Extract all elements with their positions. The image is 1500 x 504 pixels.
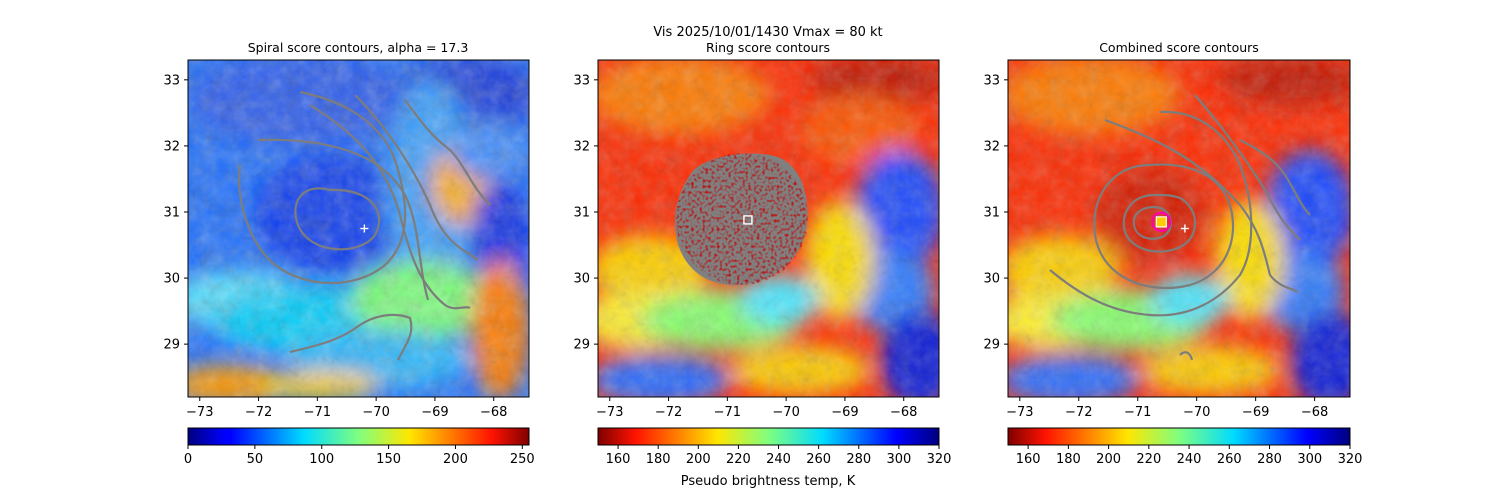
- y-tick-label: 29: [163, 338, 180, 353]
- x-tick-label: −69: [1242, 405, 1269, 420]
- colorbar-tick-label: 240: [766, 452, 791, 467]
- colorbar-tick-label: 100: [309, 452, 334, 467]
- x-tick-label: −69: [421, 405, 448, 420]
- y-tick-label: 29: [983, 338, 1000, 353]
- center-square-marker: [743, 215, 753, 225]
- center-target-marker: [1151, 211, 1172, 232]
- x-tick-label: −73: [186, 405, 213, 420]
- y-tick-label: 32: [983, 139, 1000, 154]
- x-tick-label: −70: [772, 405, 799, 420]
- combined-image: [1008, 60, 1350, 397]
- spiral-panel-title: Spiral score contours, alpha = 17.3: [248, 40, 469, 55]
- colorbar-tick-label: 260: [1217, 452, 1242, 467]
- colorbar-tick-label: 200: [1096, 452, 1121, 467]
- colorbar-tick-label: 220: [1136, 452, 1161, 467]
- x-tick-label: −68: [1301, 405, 1328, 420]
- ring-markers-layer: [743, 215, 753, 225]
- y-tick-label: 30: [573, 272, 590, 287]
- x-tick-label: −73: [596, 405, 623, 420]
- colorbar-tick-label: 300: [886, 452, 911, 467]
- ring-eye-mask: [674, 153, 808, 285]
- colorbar-tick-label: 320: [927, 452, 952, 467]
- spiral-colorbar: 0 50 100 150 200 250: [184, 427, 535, 467]
- x-tick-label: −69: [831, 405, 858, 420]
- combined-panel: Combined score contours: [983, 40, 1363, 467]
- spiral-panel: Spiral score contours, alpha = 17.3: [163, 40, 535, 467]
- center-plus-marker: [360, 224, 369, 233]
- colorbar-tick-label: 250: [510, 452, 535, 467]
- colorbar-tick-label: 280: [1257, 452, 1282, 467]
- colorbar-tick-label: 50: [247, 452, 264, 467]
- colorbar-tick-label: 200: [686, 452, 711, 467]
- figure-suptitle: Vis 2025/10/01/1430 Vmax = 80 kt: [653, 25, 882, 40]
- x-tick-label: −68: [480, 405, 507, 420]
- ring-panel: Ring score contours: [573, 40, 952, 489]
- x-tick-label: −70: [362, 405, 389, 420]
- combined-contours: [1049, 94, 1311, 361]
- colorbar-tick-label: 240: [1177, 452, 1202, 467]
- x-tick-label: −71: [1124, 405, 1151, 420]
- y-tick-label: 33: [573, 73, 590, 88]
- y-tick-label: 33: [983, 73, 1000, 88]
- combined-markers-layer: [1151, 211, 1189, 233]
- x-tick-label: −72: [1065, 405, 1092, 420]
- x-tick-label: −71: [714, 405, 741, 420]
- x-tick-label: −72: [245, 405, 272, 420]
- spiral-image: [188, 60, 529, 397]
- y-tick-label: 31: [163, 205, 180, 220]
- colorbar-tick-label: 280: [846, 452, 871, 467]
- spiral-contours: [238, 90, 491, 361]
- colorbar-tick-label: 160: [606, 452, 631, 467]
- combined-panel-title: Combined score contours: [1099, 40, 1259, 55]
- colorbar-tick-label: 180: [1056, 452, 1081, 467]
- ring-ticks: −73 −72 −71 −70 −69 −68 29 30 31 32 33: [573, 73, 917, 420]
- combined-axes-frame: [1007, 59, 1351, 398]
- combined-ticks: −73 −72 −71 −70 −69 −68 29 30 31 32 33: [983, 73, 1328, 420]
- spiral-ticks: −73 −72 −71 −70 −69 −68 29 30 31 32 33: [163, 73, 507, 420]
- colorbar-label: Pseudo brightness temp, K: [681, 474, 856, 489]
- y-tick-label: 32: [163, 139, 180, 154]
- ring-panel-title: Ring score contours: [706, 40, 830, 55]
- colorbar-tick-label: 320: [1338, 452, 1363, 467]
- y-tick-label: 30: [983, 272, 1000, 287]
- x-tick-label: −68: [890, 405, 917, 420]
- y-tick-label: 31: [573, 205, 590, 220]
- center-plus-marker: [1180, 224, 1189, 233]
- y-tick-label: 33: [163, 73, 180, 88]
- y-tick-label: 29: [573, 338, 590, 353]
- x-tick-label: −70: [1183, 405, 1210, 420]
- spiral-markers-layer: [360, 224, 369, 233]
- colorbar-tick-label: 160: [1016, 452, 1041, 467]
- spiral-axes-frame: [187, 59, 530, 398]
- combined-colorbar: 160 180 200 220 240 260 280 300 320: [1007, 427, 1363, 467]
- y-tick-label: 32: [573, 139, 590, 154]
- x-tick-label: −73: [1006, 405, 1033, 420]
- ring-axes-frame: [597, 59, 940, 398]
- colorbar-tick-label: 0: [184, 452, 192, 467]
- colorbar-tick-label: 300: [1297, 452, 1322, 467]
- x-tick-label: −71: [304, 405, 331, 420]
- colorbar-tick-label: 150: [376, 452, 401, 467]
- colorbar-tick-label: 180: [646, 452, 671, 467]
- colorbar-tick-label: 220: [726, 452, 751, 467]
- y-tick-label: 30: [163, 272, 180, 287]
- colorbar-tick-label: 260: [806, 452, 831, 467]
- ring-colorbar: 160 180 200 220 240 260 280 300 320 Pseudo brigh…: [597, 427, 952, 489]
- y-tick-label: 31: [983, 205, 1000, 220]
- colorbar-tick-label: 200: [443, 452, 468, 467]
- x-tick-label: −72: [655, 405, 682, 420]
